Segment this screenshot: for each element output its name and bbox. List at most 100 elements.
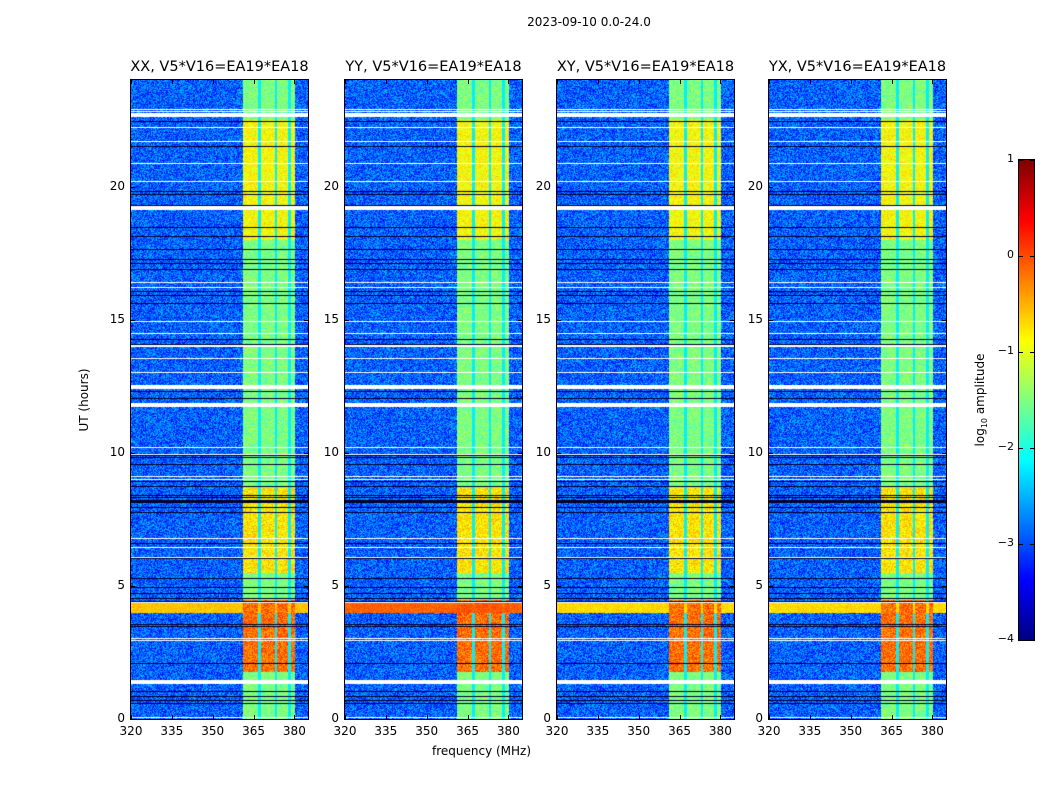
y-tick-label: 5: [331, 577, 339, 592]
x-tick: [679, 715, 681, 719]
y-tick: [304, 719, 308, 720]
y-tick: [345, 719, 349, 720]
x-tick: [557, 715, 558, 719]
x-tick-label: 335: [160, 724, 184, 738]
x-tick: [720, 715, 722, 719]
y-tick-label: 0: [543, 711, 551, 725]
x-tick: [809, 715, 811, 719]
x-tick: [253, 80, 255, 84]
x-tick: [467, 715, 469, 719]
y-tick: [345, 319, 349, 321]
heatmap-panel: [131, 80, 308, 719]
panel-title: YY, V5*V16=EA19*EA18: [345, 59, 522, 75]
x-tick-label: 380: [708, 724, 732, 738]
y-tick-label: 15: [535, 311, 551, 326]
y-tick: [769, 719, 773, 720]
x-tick: [385, 80, 387, 84]
y-tick: [730, 719, 734, 720]
x-tick-label: 380: [920, 724, 944, 738]
y-tick-label: 20: [535, 178, 551, 193]
x-tick-label: 365: [242, 724, 265, 738]
x-tick-label: 365: [880, 724, 903, 738]
x-tick: [597, 80, 599, 84]
colorbar-tick: [1030, 352, 1034, 353]
x-tick-label: 320: [545, 724, 569, 738]
x-tick: [171, 715, 173, 719]
colorbar-tick: [1030, 160, 1034, 161]
y-tick: [769, 452, 773, 454]
y-tick-label: 5: [755, 577, 763, 592]
colorbar-tick: [1019, 640, 1023, 641]
x-tick-label: 380: [496, 724, 520, 738]
y-tick: [345, 585, 349, 587]
y-tick: [942, 719, 946, 720]
x-tick-label: 335: [798, 724, 822, 738]
x-tick: [679, 80, 681, 84]
x-tick: [769, 715, 770, 719]
colorbar-tick: [1030, 640, 1034, 641]
colorbar-tick: [1030, 256, 1034, 257]
y-tick-label: 10: [109, 444, 125, 459]
y-tick: [769, 319, 773, 321]
y-tick: [730, 319, 734, 321]
x-tick-label: 350: [839, 724, 863, 738]
colorbar-tick-label: 0: [1007, 248, 1014, 261]
x-tick: [932, 715, 934, 719]
x-tick-label: 380: [282, 724, 306, 738]
y-tick-label: 20: [747, 178, 763, 193]
y-tick-label: 20: [109, 178, 125, 193]
panel-title: YX, V5*V16=EA19*EA18: [768, 59, 947, 75]
x-tick: [385, 715, 387, 719]
colorbar-frame: [1018, 159, 1035, 641]
x-tick: [850, 80, 852, 84]
x-tick: [508, 715, 510, 719]
y-tick-label: 5: [543, 577, 551, 592]
x-tick-label: 335: [374, 724, 398, 738]
x-tick: [850, 715, 852, 719]
y-tick: [304, 319, 308, 321]
colorbar-tick: [1019, 256, 1023, 257]
y-tick: [518, 452, 522, 454]
y-tick: [557, 719, 561, 720]
x-tick: [294, 80, 296, 84]
x-tick: [294, 715, 296, 719]
colorbar-tick-label: 1: [1007, 152, 1014, 165]
x-tick-label: 320: [333, 724, 357, 738]
panel-title: XX, V5*V16=EA19*EA18: [130, 59, 309, 75]
y-tick: [730, 186, 734, 188]
x-tick: [597, 715, 599, 719]
y-tick: [304, 452, 308, 454]
y-tick: [131, 719, 135, 720]
y-tick: [730, 585, 734, 587]
y-tick-label: 5: [117, 577, 125, 592]
panel-frame: [768, 79, 947, 720]
x-tick: [720, 80, 722, 84]
colorbar-tick-label: −3: [997, 536, 1014, 549]
y-tick-label: 10: [747, 444, 763, 459]
heatmap-panel: [557, 80, 734, 719]
panel-frame: [344, 79, 523, 720]
y-tick-label: 20: [323, 178, 339, 193]
colorbar-tick: [1030, 544, 1034, 545]
x-tick: [769, 80, 770, 84]
y-tick: [557, 452, 561, 454]
x-tick-label: 365: [668, 724, 691, 738]
y-tick: [518, 186, 522, 188]
x-tick-label: 335: [586, 724, 610, 738]
y-tick: [304, 186, 308, 188]
x-tick: [809, 80, 811, 84]
y-tick: [345, 452, 349, 454]
x-tick: [932, 80, 934, 84]
y-tick: [942, 319, 946, 321]
x-tick: [891, 80, 893, 84]
x-tick: [345, 80, 346, 84]
y-tick: [304, 585, 308, 587]
x-tick: [508, 80, 510, 84]
x-tick-label: 350: [201, 724, 225, 738]
y-tick: [518, 585, 522, 587]
x-axis-label: frequency (MHz): [432, 744, 532, 758]
y-axis-label: UT (hours): [77, 368, 91, 432]
x-tick: [638, 80, 640, 84]
panel-frame: [556, 79, 735, 720]
x-tick-label: 365: [456, 724, 479, 738]
